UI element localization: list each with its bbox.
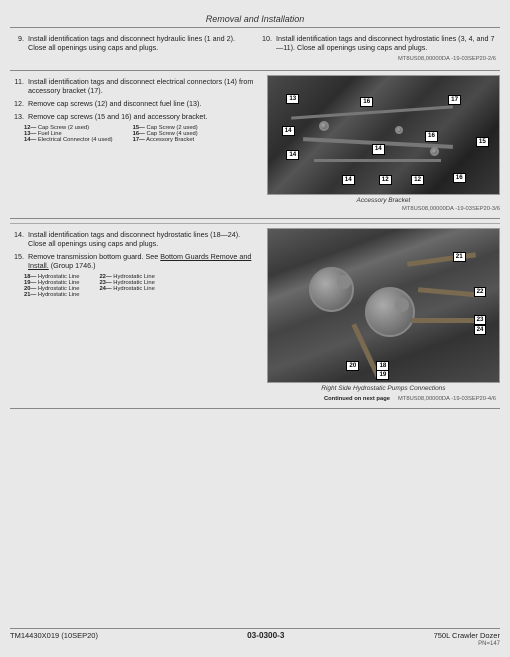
callout-14: 14	[372, 144, 385, 154]
legend-item: 14— Electrical Connector (4 used)	[24, 137, 113, 143]
figure-caption: Accessory Bracket	[267, 197, 500, 204]
figure-caption: Right Side Hydrostatic Pumps Connections	[267, 385, 500, 392]
callout-16: 16	[453, 173, 466, 183]
step-body: Install identification tags and disconne…	[28, 34, 248, 52]
divider-3	[10, 408, 500, 409]
footer-center: 03-0300-3	[247, 631, 284, 640]
callout-12: 12	[411, 175, 424, 185]
side-code: TX1302 873 —UN—28AUG20	[499, 107, 501, 168]
text-col: 11. Install identification tags and disc…	[10, 75, 261, 212]
col-right: 10. Install identification tags and disc…	[258, 32, 500, 64]
callout-13: 13	[286, 94, 299, 104]
legend-item: 17— Accessory Bracket	[133, 137, 198, 143]
legend-3: 18— Hydrostatic Line19— Hydrostatic Line…	[12, 274, 257, 298]
divider-1	[10, 70, 500, 71]
divider-2	[10, 218, 500, 219]
image-col: TX1302800A —UN—28AUG20 21222324201819 Ri…	[267, 228, 500, 402]
text-col: 14. Install identification tags and disc…	[10, 228, 261, 402]
step-body: Install identification tags and disconne…	[276, 34, 496, 52]
section-2: 11. Install identification tags and disc…	[10, 75, 500, 212]
section-1: 9. Install identification tags and disco…	[10, 32, 500, 64]
step-15: 15. Remove transmission bottom guard. Se…	[12, 252, 257, 270]
legend-2: 12— Cap Screw (2 used)13— Fuel Line14— E…	[12, 125, 257, 143]
step-num: 14.	[12, 230, 24, 248]
image-col: TX1302 873 —UN—28AUG20 13 16 17 14 14 16 14 15 1…	[267, 75, 500, 212]
text: (Group 1746.)	[49, 261, 96, 270]
callout-17: 17	[448, 95, 461, 105]
title-rule	[10, 27, 500, 28]
step-14: 14. Install identification tags and disc…	[12, 230, 257, 248]
side-code: TX1302800A —UN—28AUG20	[499, 277, 501, 340]
callout-24: 24	[474, 325, 487, 335]
text: Remove transmission bottom guard. See	[28, 252, 160, 261]
legend-col-a: 12— Cap Screw (2 used)13— Fuel Line14— E…	[24, 125, 113, 143]
legend-item: 21— Hydrostatic Line	[24, 292, 79, 298]
step-body: Install identification tags and disconne…	[28, 230, 257, 248]
callout-20: 20	[346, 361, 359, 371]
callout-14: 14	[282, 126, 295, 136]
callout-14: 14	[342, 175, 355, 185]
legend-col-b: 15— Cap Screw (2 used)16— Cap Screw (4 u…	[133, 125, 198, 143]
legend-item: 24— Hydrostatic Line	[99, 286, 154, 292]
footer-sub: PN=147	[10, 641, 500, 647]
callout-12: 12	[379, 175, 392, 185]
callout-16: 16	[360, 97, 373, 107]
step-13: 13. Remove cap screws (15 and 16) and ac…	[12, 112, 257, 121]
step-body: Install identification tags and disconne…	[28, 77, 257, 95]
callout-23: 23	[474, 315, 487, 325]
figure-accessory-bracket: TX1302 873 —UN—28AUG20 13 16 17 14 14 16 14 15 1…	[267, 75, 500, 195]
callout-22: 22	[474, 287, 487, 297]
step-12: 12. Remove cap screws (12) and disconnec…	[12, 99, 257, 108]
step-num: 9.	[12, 34, 24, 52]
step-num: 15.	[12, 252, 24, 270]
page-title: Removal and Installation	[10, 8, 500, 26]
legend-col-b: 22— Hydrostatic Line23— Hydrostatic Line…	[99, 274, 154, 298]
step-11: 11. Install identification tags and disc…	[12, 77, 257, 95]
step-num: 10.	[260, 34, 272, 52]
ref-code: MT8US08,00000DA -19-03SEP20-4/6	[398, 396, 496, 402]
step-9: 9. Install identification tags and disco…	[12, 34, 248, 52]
step-body: Remove cap screws (15 and 16) and access…	[28, 112, 257, 121]
footer-rule	[10, 628, 500, 629]
callout-15: 15	[476, 137, 489, 147]
page-footer: TM14430X019 (10SEP20) 03-0300-3 750L Cra…	[10, 628, 500, 647]
col-left: 9. Install identification tags and disco…	[10, 32, 252, 64]
callout-21: 21	[453, 252, 466, 262]
section-3: 14. Install identification tags and disc…	[10, 223, 500, 402]
footer-left: TM14430X019 (10SEP20)	[10, 631, 98, 640]
continued-note: Continued on next page MT8US08,00000DA -…	[267, 396, 500, 402]
step-num: 13.	[12, 112, 24, 121]
ref-code: MT8US08,00000DA -19-03SEP20-3/6	[267, 206, 500, 212]
figure-hydrostatic-pumps: TX1302800A —UN—28AUG20 21222324201819	[267, 228, 500, 383]
callout-14: 14	[286, 150, 299, 160]
callout-16: 16	[425, 131, 438, 141]
step-num: 11.	[12, 77, 24, 95]
callout-19: 19	[376, 370, 389, 380]
continued-text: Continued on next page	[324, 396, 390, 402]
footer-row: TM14430X019 (10SEP20) 03-0300-3 750L Cra…	[10, 631, 500, 640]
ref-code: MT8US08,00000DA -19-03SEP20-2/6	[260, 56, 496, 62]
step-10: 10. Install identification tags and disc…	[260, 34, 496, 52]
step-body: Remove cap screws (12) and disconnect fu…	[28, 99, 257, 108]
step-num: 12.	[12, 99, 24, 108]
legend-col-a: 18— Hydrostatic Line19— Hydrostatic Line…	[24, 274, 79, 298]
footer-right: 750L Crawler Dozer	[434, 631, 500, 640]
step-body: Remove transmission bottom guard. See Bo…	[28, 252, 257, 270]
